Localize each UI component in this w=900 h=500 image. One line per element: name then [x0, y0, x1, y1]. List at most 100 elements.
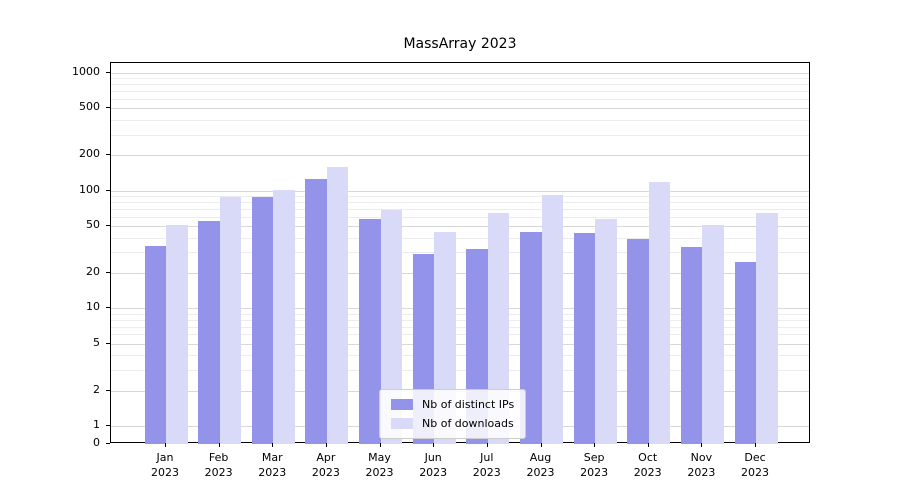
x-tick-month: Jul: [480, 451, 494, 464]
x-tick-label-dec: Dec 2023: [725, 450, 785, 480]
y-tick-label-50: 50: [86, 218, 100, 232]
legend-label-distinct-ips: Nb of distinct IPs: [422, 398, 515, 411]
bar-nb-of-downloads-may: [380, 210, 402, 444]
x-tick-year: 2023: [258, 466, 287, 479]
x-tick-year: 2023: [204, 466, 233, 479]
x-tick-year: 2023: [472, 466, 501, 479]
x-tick-month: Sep: [583, 451, 605, 464]
bar-nb-of-downloads-aug: [541, 194, 563, 444]
gridline-minor-80: [111, 202, 809, 204]
x-tick-month: Aug: [529, 451, 552, 464]
x-tick-mark-apr: [325, 443, 327, 447]
legend-item-downloads: Nb of downloads: [391, 417, 514, 430]
x-tick-mark-may: [379, 443, 381, 447]
bar-nb-of-distinct-ips-may: [359, 219, 381, 444]
chart-title: MassArray 2023: [403, 36, 517, 52]
gridline-minor-8: [111, 319, 809, 321]
gridline-minor-300: [111, 134, 809, 136]
y-tick-mark-50: [106, 225, 110, 227]
gridline-major-20: [111, 272, 809, 274]
x-tick-mark-jun: [433, 443, 435, 447]
bar-nb-of-downloads-oct: [648, 182, 671, 444]
legend: Nb of distinct IPs Nb of downloads: [379, 389, 527, 439]
gridline-major-200: [111, 155, 809, 157]
legend-swatch-distinct-ips: [391, 399, 413, 410]
bar-nb-of-downloads-jan: [166, 225, 188, 444]
gridline-minor-90: [111, 196, 809, 198]
bar-nb-of-distinct-ips-dec: [734, 261, 756, 444]
plot-area: Nb of distinct IPs Nb of downloads: [110, 62, 810, 444]
x-tick-mark-oct: [647, 443, 649, 447]
gridline-minor-60: [111, 216, 809, 218]
gridline-minor-9: [111, 313, 809, 315]
x-tick-year: 2023: [633, 466, 662, 479]
gridline-major-1000: [111, 73, 809, 74]
x-tick-month: Apr: [316, 451, 336, 464]
gridline-major-50: [111, 226, 809, 228]
x-tick-year: 2023: [687, 466, 716, 479]
gridline-minor-3: [111, 369, 809, 371]
gridline-major-10: [111, 308, 809, 310]
gridline-minor-30: [111, 252, 809, 254]
x-tick-year: 2023: [151, 466, 179, 479]
bar-nb-of-downloads-dec: [756, 212, 778, 444]
x-tick-mark-feb: [218, 443, 220, 447]
gridline-major-100: [111, 190, 809, 192]
bar-nb-of-distinct-ips-jan: [144, 245, 166, 444]
x-tick-label-nov: Nov 2023: [671, 450, 731, 480]
gridline-major-5: [111, 343, 809, 345]
x-tick-label-feb: Feb 2023: [189, 450, 249, 480]
x-tick-mark-sep: [594, 443, 596, 447]
bar-nb-of-downloads-feb: [219, 197, 242, 444]
bar-nb-of-distinct-ips-apr: [305, 179, 327, 444]
x-tick-month: Nov: [690, 451, 713, 464]
bar-nb-of-distinct-ips-sep: [573, 232, 596, 444]
x-tick-label-jun: Jun 2023: [403, 450, 463, 480]
y-tick-mark-1000: [106, 72, 110, 73]
x-tick-label-may: May 2023: [350, 450, 410, 480]
y-tick-label-500: 500: [79, 100, 100, 114]
bar-nb-of-downloads-nov: [702, 225, 724, 444]
y-tick-label-0: 0: [93, 436, 100, 449]
x-tick-label-sep: Sep 2023: [564, 450, 624, 480]
y-tick-mark-20: [106, 271, 110, 273]
bar-nb-of-distinct-ips-mar: [251, 197, 274, 444]
y-tick-label-5: 5: [93, 335, 100, 349]
x-tick-year: 2023: [526, 466, 555, 479]
y-tick-mark-1: [106, 425, 110, 426]
legend-label-downloads: Nb of downloads: [422, 417, 514, 430]
x-tick-mark-aug: [540, 443, 542, 447]
x-tick-month: Oct: [638, 451, 658, 464]
gridline-minor-70: [111, 208, 809, 210]
x-tick-mark-nov: [701, 443, 703, 447]
y-tick-mark-500: [106, 107, 110, 109]
x-tick-mark-jan: [165, 443, 166, 447]
x-tick-label-apr: Apr 2023: [296, 450, 356, 480]
x-tick-mark-dec: [755, 443, 756, 447]
bar-nb-of-distinct-ips-feb: [198, 221, 220, 444]
bar-nb-of-distinct-ips-nov: [680, 247, 703, 444]
x-tick-label-aug: Aug 2023: [511, 450, 571, 480]
gridline-minor-700: [111, 91, 809, 93]
x-tick-year: 2023: [741, 466, 769, 479]
gridline-major-500: [111, 108, 809, 110]
x-tick-year: 2023: [311, 466, 340, 479]
bar-nb-of-downloads-jul: [487, 212, 510, 444]
y-tick-mark-2: [106, 389, 110, 391]
y-tick-mark-200: [106, 154, 110, 156]
bar-nb-of-downloads-mar: [273, 189, 295, 444]
y-tick-mark-0: [106, 443, 110, 444]
y-tick-label-10: 10: [86, 300, 100, 314]
legend-item-distinct-ips: Nb of distinct IPs: [391, 398, 514, 411]
x-tick-year: 2023: [580, 466, 609, 479]
x-tick-mark-jul: [486, 443, 488, 447]
y-tick-label-20: 20: [86, 264, 100, 278]
x-tick-month: Dec: [744, 451, 766, 464]
gridline-minor-900: [111, 78, 809, 80]
y-tick-label-1: 1: [93, 418, 100, 431]
y-tick-mark-5: [106, 342, 110, 344]
y-tick-label-2: 2: [93, 382, 100, 396]
x-tick-year: 2023: [419, 466, 448, 479]
y-tick-label-200: 200: [79, 147, 100, 161]
